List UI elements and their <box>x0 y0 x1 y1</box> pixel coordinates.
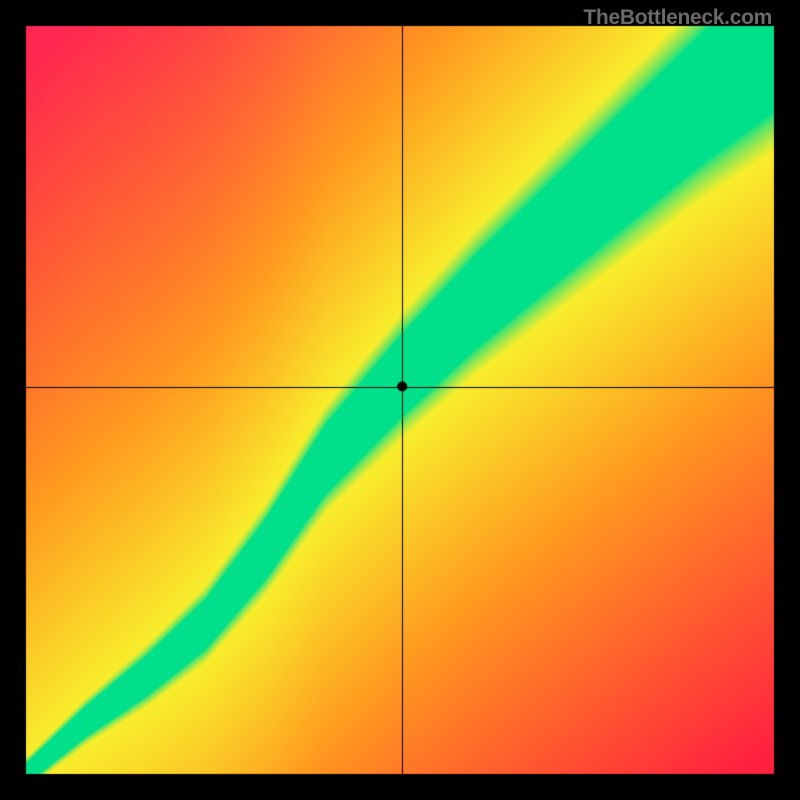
chart-container: TheBottleneck.com <box>0 0 800 800</box>
watermark-label: TheBottleneck.com <box>583 6 772 30</box>
heatmap-canvas <box>0 0 800 800</box>
